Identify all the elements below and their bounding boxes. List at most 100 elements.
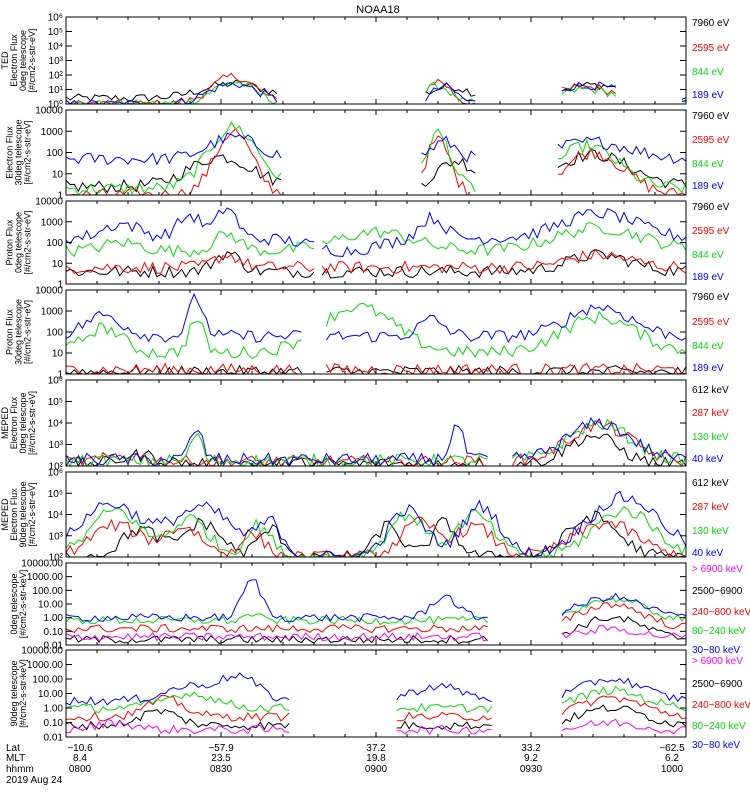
footer-hhmm-value: 0900 xyxy=(365,764,388,775)
y-tick-label: 100.00 xyxy=(32,675,63,686)
legend-entry-red: 2595 eV xyxy=(692,317,730,328)
y-tick-label: 1000 xyxy=(41,307,64,318)
y-tick-label: 10⁶ xyxy=(48,376,63,387)
legend-entry-black: 612 keV xyxy=(692,385,729,396)
y-tick-label: 1 xyxy=(57,191,63,202)
legend-entry-green: 844 eV xyxy=(692,67,724,78)
y-tick-label: 10³ xyxy=(49,531,64,542)
legend-entry-blue: 189 eV xyxy=(692,363,724,374)
y-tick-label: 10 xyxy=(52,259,64,270)
y-tick-label: 1000 xyxy=(41,217,64,228)
legend-entry-blue: 40 keV xyxy=(692,548,723,559)
footer-mlt-value: 19.8 xyxy=(366,753,386,764)
y-tick-label: 10¹ xyxy=(49,85,64,96)
y-tick-label: 10.00 xyxy=(38,600,63,611)
y-axis-label: 0deg telescope xyxy=(14,212,24,273)
panel-5: 10² 10³ 10⁴ 10⁵ 10⁶ MEPED Electron Flux 0deg te… xyxy=(0,376,729,473)
legend-entry-red: 240−800 keV xyxy=(692,700,750,711)
series-black-trace xyxy=(65,510,687,559)
series-red-trace xyxy=(65,694,687,722)
y-axis-label: [#/cm2-s-str-keV] xyxy=(18,570,28,639)
legend-entry-blue: 189 eV xyxy=(692,181,724,192)
y-axis-label: Electron Flux xyxy=(5,126,15,179)
y-axis-label: 90deg telescope xyxy=(9,660,19,726)
y-axis-label: 0deg telescope xyxy=(18,30,28,91)
series-green-trace xyxy=(65,506,687,558)
series-magenta-trace xyxy=(65,624,687,642)
y-tick-label: 10000 xyxy=(35,197,63,208)
y-tick-label: 10000.00 xyxy=(21,646,63,657)
series-blue-trace xyxy=(65,207,687,258)
footer-hhmm-value: 0930 xyxy=(520,764,543,775)
y-axis-label: 30deg telescope xyxy=(14,299,24,365)
series-green-trace xyxy=(65,222,687,258)
y-axis-label: [#/cm2-s-str-eV] xyxy=(23,120,33,184)
series-green-trace xyxy=(65,594,687,626)
legend-entry-black: 7960 eV xyxy=(692,18,730,29)
series-red-trace xyxy=(65,248,687,275)
figure-title: NOAA18 xyxy=(356,4,399,16)
footer-hhmm-value: 1000 xyxy=(661,764,684,775)
y-tick-label: 1 xyxy=(57,280,63,291)
y-tick-label: 1000.00 xyxy=(27,660,64,671)
legend-entry-black: 7960 eV xyxy=(692,202,730,213)
legend-entry-black: 2500−6900 xyxy=(692,586,743,597)
y-axis-label: Proton Flux xyxy=(5,219,15,266)
y-tick-label: 10² xyxy=(49,553,64,564)
legend-entry-red: 287 keV xyxy=(692,502,729,513)
legend-entry-red: 2595 eV xyxy=(692,226,730,237)
footer-mlt-value: 6.2 xyxy=(665,753,679,764)
legend-entry-red: 287 keV xyxy=(692,408,729,419)
footer-lat-value: 37.2 xyxy=(366,743,386,754)
series-magenta-trace xyxy=(65,718,687,735)
series-red-trace xyxy=(65,420,687,467)
footer-lat-value: −57.9 xyxy=(208,743,234,754)
y-axis-label: 0deg telescope xyxy=(9,573,19,634)
y-tick-label: 1.00 xyxy=(44,704,64,715)
panel-6: 10² 10³ 10⁴ 10⁵ 10⁶ MEPED Electron Flux 90deg t… xyxy=(0,468,729,564)
y-tick-label: 10⁵ xyxy=(48,489,63,500)
y-axis-label: [#/cm2-s-str-keV] xyxy=(18,659,28,728)
footer-row-label: MLT xyxy=(6,753,25,764)
y-tick-label: 10⁴ xyxy=(48,42,63,53)
series-blue-trace xyxy=(65,672,687,706)
y-tick-label: 10⁵ xyxy=(48,397,63,408)
legend-entry-black: 7960 eV xyxy=(692,111,730,122)
footer-date: 2019 Aug 24 xyxy=(6,775,63,786)
y-tick-label: 0.01 xyxy=(44,733,64,744)
y-tick-label: 100 xyxy=(46,238,63,249)
legend-entry-green: 130 keV xyxy=(692,526,729,537)
y-tick-label: 10⁶ xyxy=(48,468,63,479)
y-tick-label: 10³ xyxy=(49,56,64,67)
y-tick-label: 1000 xyxy=(41,127,64,138)
footer-hhmm-value: 0800 xyxy=(69,764,92,775)
y-tick-label: 0.01 xyxy=(44,641,64,652)
panel-3: 1 10 100 1000 10000 Proton Flux 0deg telescope… xyxy=(5,197,730,291)
footer-mlt-value: 23.5 xyxy=(211,753,231,764)
legend-entry-red: 2595 eV xyxy=(692,43,730,54)
y-tick-label: 100 xyxy=(46,148,63,159)
series-blue-trace xyxy=(65,579,687,623)
legend-entry-red: 240−800 keV xyxy=(692,607,750,618)
y-tick-label: 1000.00 xyxy=(27,572,64,583)
y-axis-label: 90deg telescope xyxy=(18,481,28,547)
legend-entry-black: 2500−6900 xyxy=(692,679,743,690)
y-axis-label: [#/cm2-s-str-eV] xyxy=(27,482,37,546)
legend-entry-blue: 40 keV xyxy=(692,454,723,465)
legend-entry-blue: 189 eV xyxy=(692,90,724,101)
y-tick-label: 10² xyxy=(49,462,64,473)
y-tick-label: 1 xyxy=(57,370,63,381)
footer-row-label: Lat xyxy=(6,743,20,754)
legend-entry-green: 80−240 keV xyxy=(692,721,746,732)
series-red-trace xyxy=(65,516,687,558)
series-blue-trace xyxy=(65,132,687,166)
y-tick-label: 0.10 xyxy=(44,718,64,729)
y-axis-label: 30deg telescope xyxy=(14,119,24,185)
y-axis-label: Electron Flux xyxy=(9,396,19,449)
y-axis-label: 0deg telescope xyxy=(18,392,28,453)
footer-row-label: hhmm xyxy=(6,764,34,775)
legend-entry-green: 844 eV xyxy=(692,159,724,170)
series-red-trace xyxy=(65,602,686,634)
legend-entry-blue: 30−80 keV xyxy=(692,645,740,656)
series-blue-trace xyxy=(65,490,687,558)
